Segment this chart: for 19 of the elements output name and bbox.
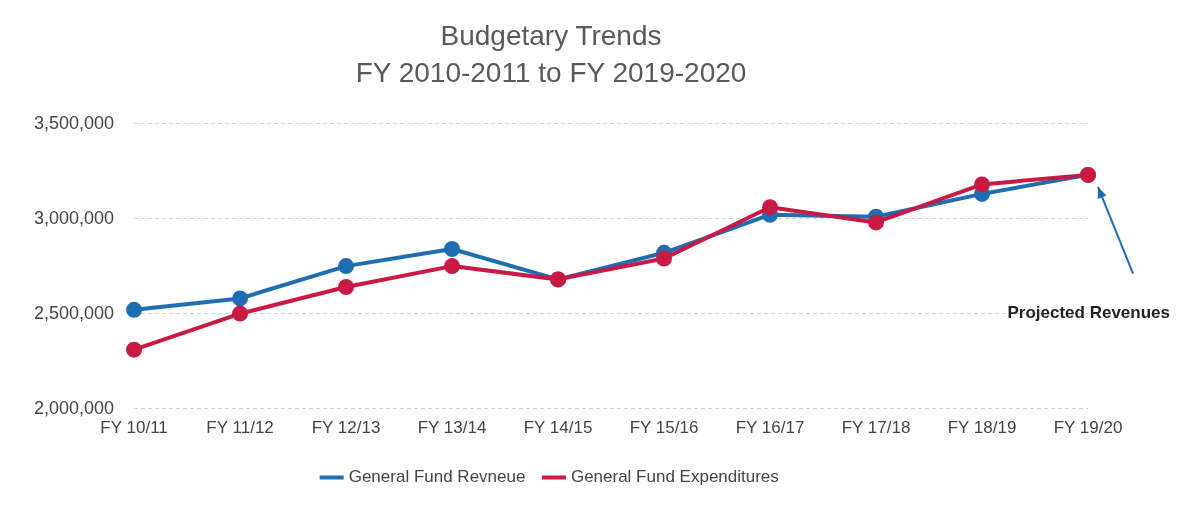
y-tick-label: 3,500,000	[34, 112, 115, 133]
y-tick-label: 2,000,000	[34, 397, 115, 418]
annotation: Projected Revenues	[1007, 303, 1170, 323]
x-tick-label: FY 18/19	[947, 418, 1017, 438]
y-tick-label: 3,000,000	[34, 207, 115, 228]
x-tick-label: FY 19/20	[1053, 418, 1123, 438]
x-tick-label: FY 13/14	[417, 418, 487, 438]
y-tick-label: 2,500,000	[34, 302, 115, 323]
x-tick-label: FY 14/15	[523, 418, 593, 438]
x-tick-label: FY 17/18	[841, 418, 911, 438]
x-tick-label: FY 15/16	[629, 418, 699, 438]
x-tick-label: FY 11/12	[206, 418, 274, 438]
legend-label: General Fund Revneue	[348, 467, 526, 487]
chart-subtitle: FY 2010-2011 to FY 2019-2020	[355, 57, 747, 89]
x-tick-label: FY 10/11	[100, 418, 168, 438]
x-tick-label: FY 12/13	[311, 418, 381, 438]
x-tick-label: FY 16/17	[735, 418, 805, 438]
legend-label: General Fund Expenditures	[570, 467, 779, 487]
chart-title: Budgetary Trends	[440, 19, 662, 51]
